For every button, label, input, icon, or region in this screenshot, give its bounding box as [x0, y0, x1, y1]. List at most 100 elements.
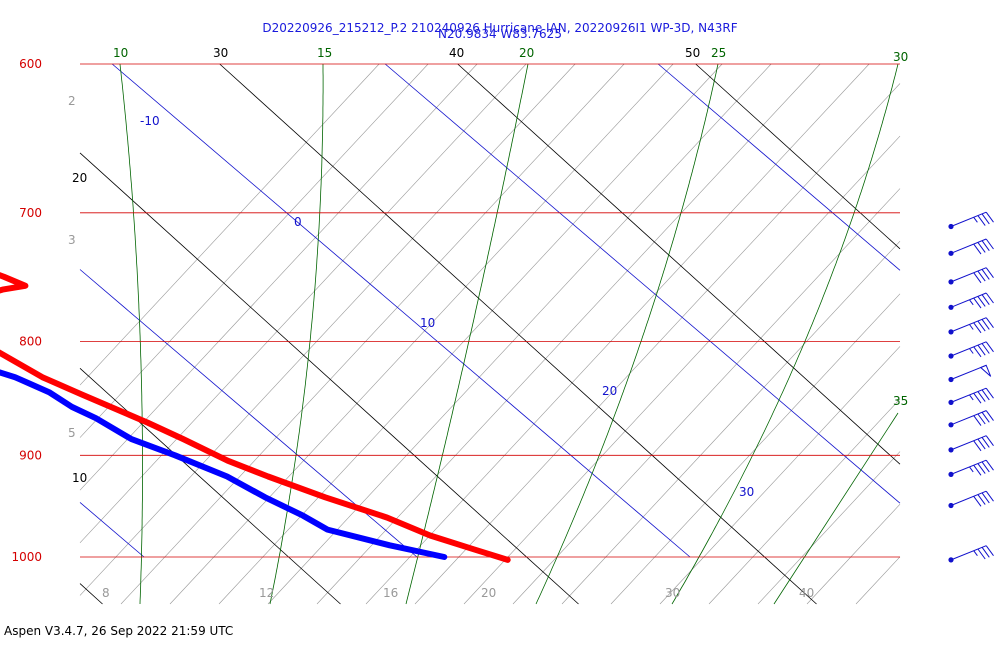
wind-barb-staff — [950, 341, 987, 357]
dry-adiabat-label: 20 — [72, 171, 87, 185]
wind-barb-feather — [985, 317, 994, 328]
dry-adiabat-line — [79, 152, 579, 605]
wind-barb-feather — [985, 435, 994, 446]
wind-barb — [948, 435, 994, 453]
isotherm-line — [111, 63, 691, 558]
wind-barb-feather — [973, 440, 982, 452]
wind-barb-feather — [985, 410, 994, 421]
moist-adiabat-label: 30 — [665, 586, 680, 600]
wind-barb-feather — [977, 215, 986, 226]
wind-barb-staff — [950, 292, 987, 308]
wind-barb-half-feather — [969, 394, 974, 401]
wind-barb-feather — [977, 320, 986, 332]
pressure-tick-label: 1000 — [11, 550, 42, 564]
mixing-ratio-line — [773, 412, 899, 605]
dry-adiabat-label: 10 — [72, 471, 87, 485]
pressure-tick-label: 800 — [19, 335, 42, 349]
dry-adiabats — [79, 63, 901, 605]
moist-adiabat-line — [267, 63, 772, 605]
dry-adiabat-line — [79, 368, 341, 605]
moist-adiabat-label: 16 — [383, 586, 398, 600]
moist-adiabat-line — [79, 63, 576, 596]
wind-barb — [948, 364, 992, 383]
moist-adiabat-line — [806, 503, 901, 605]
wind-barb — [948, 459, 994, 477]
wind-barb-feather — [985, 490, 994, 502]
wind-barb-feather — [977, 413, 986, 425]
dry-adiabat-line — [79, 583, 103, 605]
wind-barb-feather — [977, 391, 986, 402]
moist-adiabat-line — [79, 63, 527, 544]
wind-barb-feather — [981, 461, 990, 473]
wind-barb-feather — [985, 211, 994, 223]
wind-barb-feather — [973, 415, 982, 426]
wind-barb-feather — [973, 322, 982, 334]
mixing-ratio-line — [269, 64, 324, 605]
wind-barb-staff — [950, 387, 987, 403]
wind-barb-feather — [981, 412, 990, 423]
wind-barb-half-feather — [973, 550, 978, 556]
wind-barb-feather — [981, 319, 990, 330]
moist-adiabat-line — [414, 83, 901, 605]
dry-adiabat-line — [457, 63, 901, 465]
moist-adiabat-line — [316, 63, 821, 605]
wind-barb-feather — [985, 459, 994, 471]
dry-adiabat-label: 40 — [449, 46, 464, 60]
wind-barb — [948, 292, 994, 310]
moist-adiabat-line — [463, 135, 901, 605]
mixing-ratio-label: 25 — [711, 46, 726, 60]
moist-adiabat-line — [79, 63, 380, 386]
moist-adiabat-line — [169, 63, 674, 605]
moist-adiabat-line — [79, 63, 429, 438]
temperature-trace — [0, 272, 511, 563]
isotherm-label: -10 — [140, 114, 160, 128]
wind-barb-feather — [981, 240, 990, 251]
wind-barb-staff — [950, 410, 987, 426]
mixing-ratio-label: 35 — [893, 394, 908, 408]
wind-barb-feather — [981, 492, 990, 504]
mixing-ratio-label: 20 — [519, 46, 534, 60]
isotherm-label: 20 — [602, 384, 617, 398]
pressure-tick-label: 700 — [19, 206, 42, 220]
wind-barb-staff — [950, 267, 987, 283]
moist-adiabat-line — [512, 188, 901, 605]
moist-adiabat-label: 8 — [102, 586, 110, 600]
wind-barb-staff — [950, 211, 987, 227]
wind-barb-feather — [981, 343, 990, 354]
pressure-tick-label: 900 — [19, 448, 42, 462]
wind-barb — [948, 267, 994, 285]
moist-adiabat-line — [561, 240, 901, 605]
mixing-ratio-label: 30 — [893, 50, 908, 64]
isotherm-label: 0 — [294, 215, 302, 229]
wind-barb-feather — [981, 294, 990, 305]
moist-adiabat-label: 3 — [68, 233, 76, 247]
wind-barb-feather — [973, 272, 982, 284]
wind-barb-feather — [977, 270, 986, 282]
wind-barb-feather — [973, 464, 982, 476]
moist-adiabat-label: 2 — [68, 94, 76, 108]
moist-adiabat-label: 12 — [259, 586, 274, 600]
wind-barb-feather — [973, 297, 982, 309]
wind-barb-feather — [977, 296, 986, 307]
isotherm-label: 30 — [739, 485, 754, 499]
mixing-ratio-label: 10 — [113, 46, 128, 60]
wind-barb — [948, 238, 994, 256]
wind-barb-feather — [977, 242, 986, 253]
wind-barbs — [948, 211, 994, 563]
moist-adiabat-label: 40 — [799, 586, 814, 600]
chart-location: N20.9834 W83.7625 — [438, 27, 562, 41]
isotherm-line — [657, 63, 901, 271]
wind-barb-feather — [985, 341, 994, 353]
moist-adiabat-line — [365, 63, 870, 605]
wind-barb-feather — [973, 243, 982, 255]
wind-barb-feather — [977, 463, 986, 474]
moist-adiabat-line — [708, 398, 901, 605]
moist-adiabat-line — [855, 556, 901, 605]
wind-barb-feather — [985, 238, 994, 250]
wind-barb-feather — [985, 267, 994, 278]
pressure-tick-label: 600 — [19, 57, 42, 71]
dry-adiabat-label: 50 — [685, 46, 700, 60]
mixing-ratio-line — [405, 63, 529, 605]
sounding-traces — [0, 272, 511, 563]
